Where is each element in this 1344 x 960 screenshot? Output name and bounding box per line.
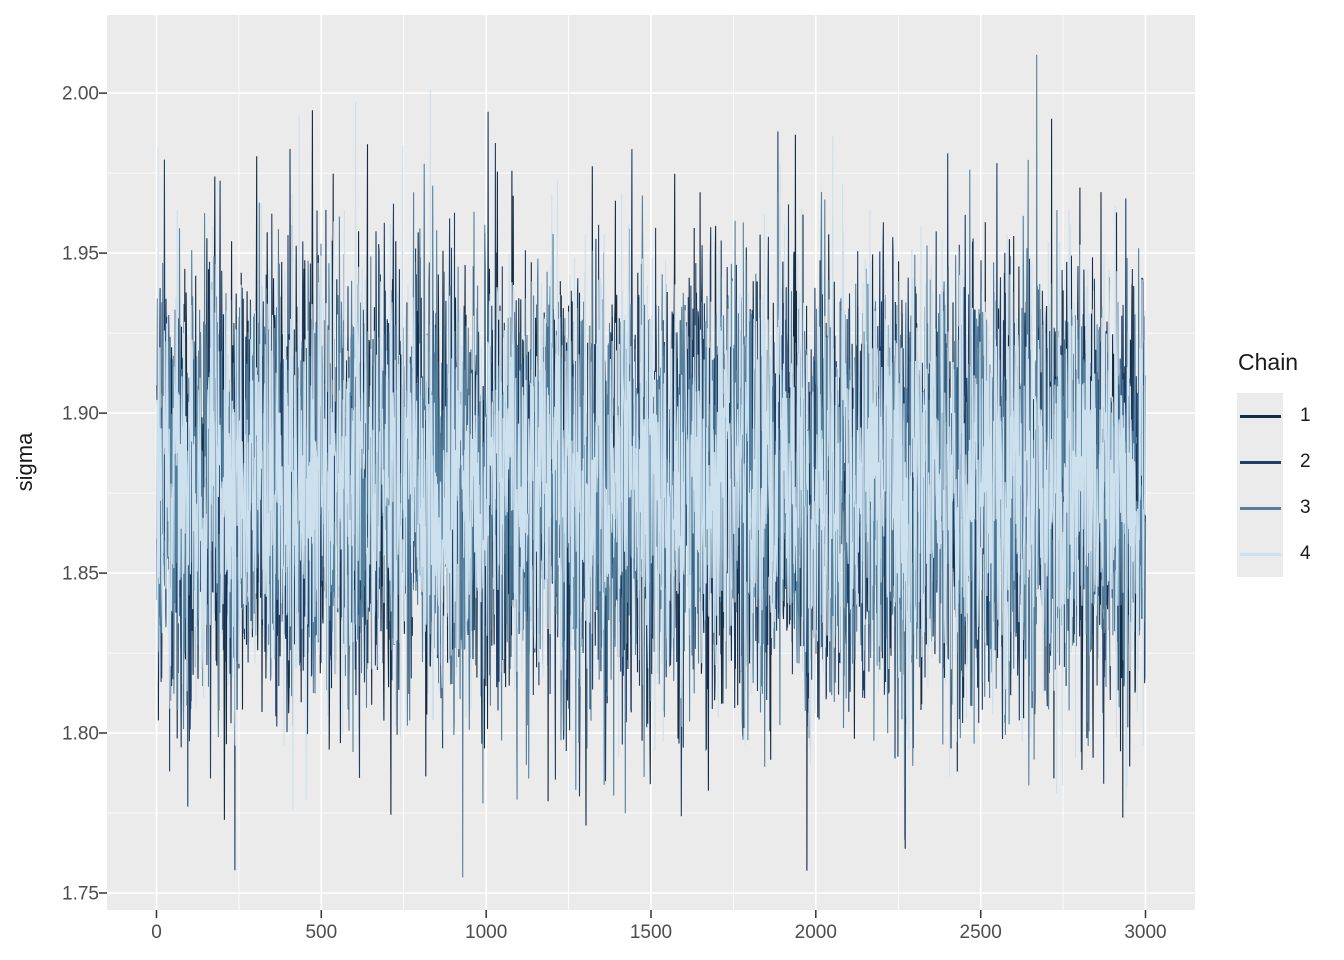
- legend-key-chain-1: [1237, 393, 1283, 439]
- x-tick-label: 2000: [795, 922, 837, 943]
- x-tick-label: 0: [151, 922, 162, 943]
- y-tick-label: 1.95: [62, 244, 99, 265]
- x-tick-label: 3000: [1124, 922, 1166, 943]
- legend-item-label: 3: [1300, 497, 1311, 518]
- chain-4-line-icon: [1239, 552, 1281, 556]
- legend-title: Chain: [1238, 349, 1299, 375]
- legend-item-chain-4: 4: [1237, 531, 1311, 577]
- y-tick-label: 2.00: [62, 84, 99, 105]
- chain-1-line-icon: [1239, 414, 1281, 418]
- legend-key-chain-4: [1237, 531, 1283, 577]
- y-tick-label: 1.90: [62, 404, 99, 425]
- chain-3-line-icon: [1239, 506, 1281, 510]
- legend-item-label: 4: [1300, 543, 1311, 564]
- legend-item-chain-3: 3: [1237, 485, 1311, 531]
- legend-key-chain-2: [1237, 439, 1283, 485]
- trace-chain-4: [156, 88, 1147, 810]
- traces-group: [156, 54, 1147, 878]
- legend-key-chain-3: [1237, 485, 1283, 531]
- y-tick-label: 1.85: [62, 564, 99, 585]
- legend-item-label: 1: [1300, 405, 1311, 426]
- x-tick-label: 500: [305, 922, 337, 943]
- x-tick-label: 1500: [630, 922, 672, 943]
- x-tick-label: 2500: [960, 922, 1002, 943]
- y-axis-title: sigma: [12, 432, 37, 492]
- y-tick-label: 1.75: [62, 884, 99, 905]
- legend: Chain 1 2 3 4: [1237, 349, 1311, 577]
- legend-items: 1 2 3 4: [1237, 393, 1311, 577]
- legend-item-label: 2: [1300, 451, 1311, 472]
- legend-item-chain-2: 2: [1237, 439, 1311, 485]
- legend-item-chain-1: 1: [1237, 393, 1311, 439]
- x-tick-label: 1000: [465, 922, 507, 943]
- y-tick-label: 1.80: [62, 724, 99, 745]
- chain-2-line-icon: [1239, 460, 1281, 464]
